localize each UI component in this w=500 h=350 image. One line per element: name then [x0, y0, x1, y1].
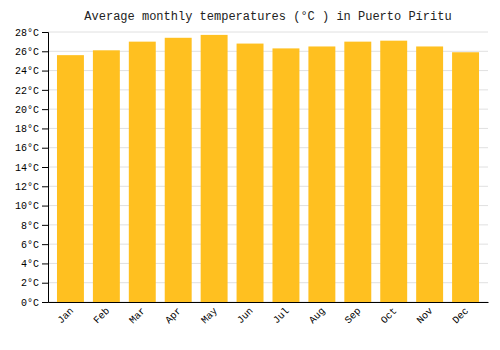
y-tick: 22°C	[15, 86, 48, 97]
y-tick: 2°C	[21, 278, 48, 289]
y-tick-label: 22°C	[15, 86, 39, 97]
y-tick-mark	[42, 51, 48, 52]
y-tick-label: 12°C	[15, 182, 39, 193]
y-tick-mark	[42, 263, 48, 264]
plot: Jan Feb Mar Apr May Jun Jul Aug Sep Oct Nov Dec 0°C 2…	[15, 28, 489, 326]
bar	[272, 48, 299, 302]
bar	[93, 50, 120, 302]
y-tick: 14°C	[15, 163, 48, 174]
y-tick: 6°C	[21, 240, 48, 251]
x-axis: Jan Feb Mar Apr May Jun Jul Aug Sep Oct Nov Dec	[49, 303, 489, 327]
bar	[57, 55, 84, 302]
x-tick-label: Nov	[415, 306, 436, 327]
x-tick: Apr	[163, 306, 184, 327]
title: Average monthly temperatures (°C ) in Pu…	[84, 10, 451, 24]
chart: Jan Feb Mar Apr May Jun Jul Aug Sep Oct Nov Dec 0°C 2…	[0, 0, 500, 350]
grid	[48, 32, 488, 302]
x-tick: Jan	[56, 306, 77, 327]
y-tick-mark	[42, 186, 48, 187]
y-tick-mark	[42, 71, 48, 72]
y-tick-mark	[42, 109, 48, 110]
y-tick: 10°C	[15, 201, 48, 212]
y-tick-mark	[42, 167, 48, 168]
y-tick: 0°C	[21, 298, 48, 309]
bar	[165, 38, 192, 302]
y-tick-label: 18°C	[15, 124, 39, 135]
x-tick-label: Sep	[343, 306, 364, 327]
x-tick-label: Oct	[379, 306, 400, 327]
x-tick: May	[199, 306, 220, 327]
x-tick: Oct	[379, 306, 400, 327]
x-tick: Dec	[451, 306, 472, 327]
x-tick-label: Jan	[56, 306, 77, 327]
x-tick: Jun	[235, 306, 256, 327]
y-tick-label: 10°C	[15, 201, 39, 212]
y-tick-mark	[42, 206, 48, 207]
y-tick-mark	[42, 128, 48, 129]
y-tick: 8°C	[21, 221, 48, 232]
x-tick: Jul	[271, 306, 292, 327]
y-tick-mark	[42, 244, 48, 245]
bar	[237, 44, 264, 302]
x-tick: Mar	[127, 306, 148, 327]
bar	[129, 42, 156, 302]
y-tick-label: 6°C	[21, 240, 39, 251]
y-tick-label: 26°C	[15, 47, 39, 58]
x-tick-label: Apr	[163, 306, 184, 327]
x-tick: Nov	[415, 306, 436, 327]
grid-line	[48, 32, 488, 33]
y-tick-label: 24°C	[15, 66, 39, 77]
bar	[380, 41, 407, 302]
axis-line	[42, 33, 49, 303]
x-tick-label: Aug	[307, 306, 328, 327]
y-tick: 4°C	[21, 259, 48, 270]
y-tick-label: 16°C	[15, 143, 39, 154]
y-tick: 18°C	[15, 124, 48, 135]
bars	[57, 35, 479, 302]
y-tick-label: 28°C	[15, 28, 39, 39]
x-tick-label: Mar	[127, 306, 148, 327]
y-tick-label: 2°C	[21, 278, 39, 289]
y-tick: 12°C	[15, 182, 48, 193]
y-tick-label: 4°C	[21, 259, 39, 270]
x-tick-label: Jun	[235, 306, 256, 327]
bar	[201, 35, 228, 302]
x-tick-label: May	[199, 306, 220, 327]
x-tick-label: Jul	[271, 306, 292, 327]
y-tick: 26°C	[15, 47, 48, 58]
x-tick-label: Dec	[451, 306, 472, 327]
y-tick-mark	[42, 148, 48, 149]
y-tick-mark	[42, 283, 48, 284]
y-axis: 0°C 2°C 4°C 6°C 8°C 10°C 12°C 14°C 16°C 18°C 20°C 2…	[15, 28, 49, 309]
y-tick-label: 14°C	[15, 163, 39, 174]
y-tick: 16°C	[15, 143, 48, 154]
bar	[416, 46, 443, 302]
bar	[452, 52, 479, 302]
y-tick-mark	[42, 302, 48, 303]
y-tick: 24°C	[15, 66, 48, 77]
y-tick-mark	[42, 90, 48, 91]
x-tick: Sep	[343, 306, 364, 327]
y-tick-label: 20°C	[15, 105, 39, 116]
bar	[344, 42, 371, 302]
y-tick-label: 0°C	[21, 298, 39, 309]
y-tick: 20°C	[15, 105, 48, 116]
y-tick-mark	[42, 32, 48, 33]
x-tick: Aug	[307, 306, 328, 327]
y-tick: 28°C	[15, 28, 48, 39]
axis-line	[49, 302, 489, 303]
x-tick-label: Feb	[92, 306, 113, 327]
y-tick-label: 8°C	[21, 221, 39, 232]
x-tick: Feb	[92, 306, 113, 327]
y-tick-mark	[42, 225, 48, 226]
bar	[308, 46, 335, 302]
